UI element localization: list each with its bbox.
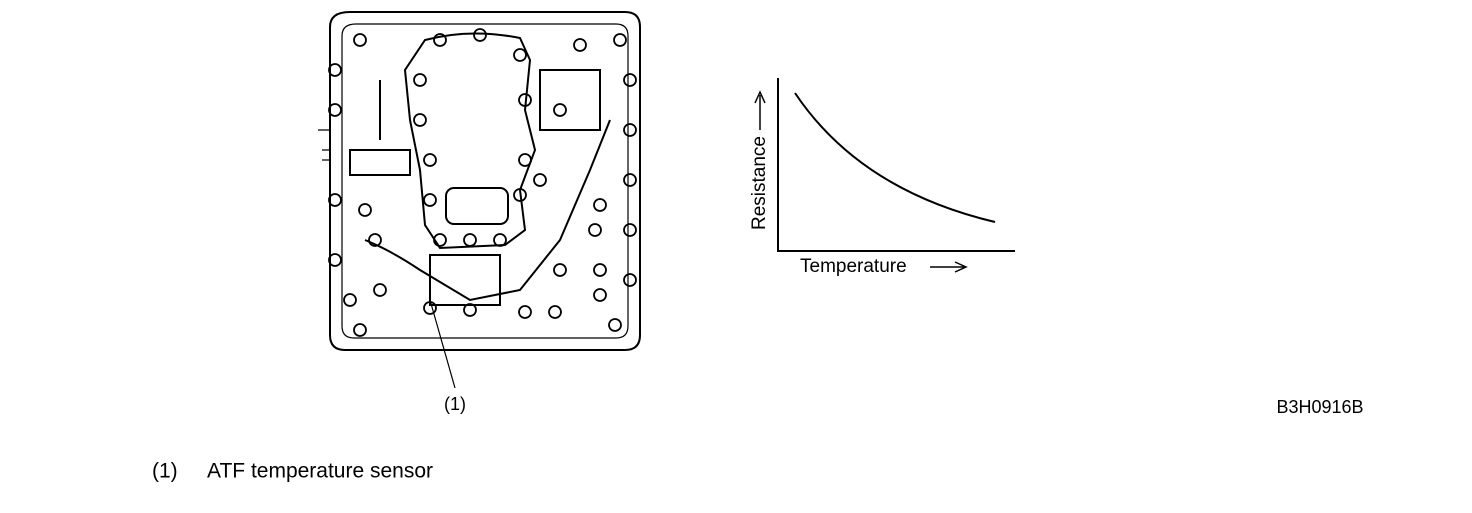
- bolt: [368, 233, 382, 247]
- bolt: [328, 193, 342, 207]
- bolt: [343, 293, 357, 307]
- bolt: [553, 103, 567, 117]
- bolt: [593, 263, 607, 277]
- bolt: [548, 305, 562, 319]
- bolt: [533, 173, 547, 187]
- bolt: [513, 188, 527, 202]
- bolt: [433, 233, 447, 247]
- bolt: [413, 73, 427, 87]
- bolt: [463, 233, 477, 247]
- bolt: [623, 73, 637, 87]
- bolt: [423, 153, 437, 167]
- resistance-curve: [794, 92, 996, 223]
- bolt: [553, 263, 567, 277]
- x-axis-label: Temperature: [800, 256, 907, 277]
- bolt: [328, 103, 342, 117]
- valve-body-illustration: [318, 11, 641, 351]
- bolt: [353, 323, 367, 337]
- bolt: [593, 288, 607, 302]
- bolt: [358, 203, 372, 217]
- y-axis-label: Resistance: [749, 136, 770, 230]
- bolt: [328, 63, 342, 77]
- bolt: [608, 318, 622, 332]
- bolt: [623, 223, 637, 237]
- bolt: [623, 273, 637, 287]
- x-arrow: [930, 261, 968, 273]
- bolt: [413, 113, 427, 127]
- bolt: [518, 305, 532, 319]
- bolt: [353, 33, 367, 47]
- y-arrow: [754, 90, 766, 130]
- bolt: [623, 123, 637, 137]
- legend-number: (1): [152, 460, 178, 483]
- bolt: [473, 28, 487, 42]
- bolt: [588, 223, 602, 237]
- bolt: [433, 33, 447, 47]
- bolt: [593, 198, 607, 212]
- callout-label: (1): [444, 394, 466, 414]
- bolt: [623, 173, 637, 187]
- graph: Resistance Temperature: [749, 78, 1015, 277]
- bolt: [518, 93, 532, 107]
- bolt: [613, 33, 627, 47]
- bolt: [493, 233, 507, 247]
- bolt: [373, 283, 387, 297]
- bolt: [518, 153, 532, 167]
- bolt: [573, 38, 587, 52]
- figure-code: B3H0916B: [1276, 397, 1363, 417]
- bolt: [328, 253, 342, 267]
- bolt: [513, 48, 527, 62]
- legend-label: ATF temperature sensor: [207, 460, 433, 483]
- callout-leader: [429, 299, 456, 389]
- bolt: [463, 303, 477, 317]
- bolt: [423, 193, 437, 207]
